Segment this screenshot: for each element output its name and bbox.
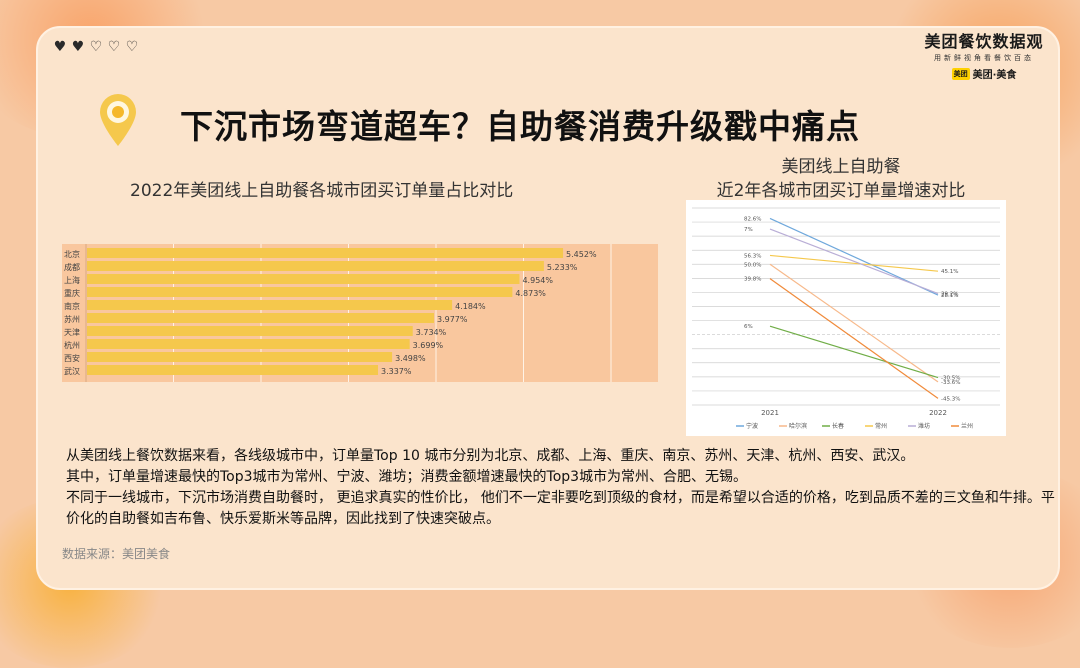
page-title: 下沉市场弯道超车？自助餐消费升级戳中痛点 [180, 107, 860, 146]
legend-label: 常州 [875, 422, 887, 430]
data-label: 45.1% [941, 269, 958, 275]
data-label: 3.977% [437, 315, 468, 324]
outline-heart-icon: ♡ [89, 39, 103, 55]
brand-subtitle: 用新鲜视角看餐饮百态 [934, 54, 1034, 62]
heart-dots-icon: ♥ ♥ ♡ ♡ ♡ [52, 40, 140, 54]
data-label: 5.233% [547, 263, 578, 272]
filled-heart-icon: ♥ [71, 39, 85, 55]
bar [87, 287, 513, 297]
legend-label: 哈尔滨 [789, 422, 807, 430]
bar [87, 326, 413, 336]
location-pin-icon [100, 94, 136, 146]
outline-heart-icon: ♡ [107, 39, 121, 55]
bar [87, 248, 564, 258]
bar [87, 261, 544, 271]
data-label: 3.734% [416, 328, 447, 337]
brand-logo-text: 美团·美食 [972, 70, 1017, 81]
brand-logo: 美团 美团·美食 [918, 66, 1050, 81]
body-text: 从美团线上餐饮数据来看，各线级城市中，订单量Top 10 城市分别为北京、成都、… [66, 446, 1056, 530]
brand-block: 美团餐饮数据观 用新鲜视角看餐饮百态 美团 美团·美食 [918, 28, 1050, 81]
category-label: 西安 [64, 353, 80, 363]
filled-heart-icon: ♥ [53, 39, 67, 55]
data-label: 50.0% [744, 262, 761, 268]
data-label: 29.2% [941, 292, 958, 298]
bar-chart-title: 2022年美团线上自助餐各城市团买订单量占比对比 [130, 181, 514, 201]
legend-label: 兰州 [961, 422, 973, 430]
category-label: 南京 [64, 301, 80, 311]
data-label: 82.6% [744, 216, 761, 222]
series-line [769, 228, 939, 295]
category-label: 北京 [64, 249, 80, 259]
series-line [769, 254, 939, 272]
meituan-logo-mark: 美团 [951, 67, 970, 80]
category-label: 武汉 [64, 366, 80, 376]
legend-label: 长春 [832, 422, 844, 430]
category-label: 苏州 [64, 314, 80, 324]
data-label: 39.8% [744, 277, 761, 283]
data-label: 4.954% [522, 276, 553, 285]
data-label: 3.337% [381, 367, 412, 376]
line-chart: 2021 2022 82.6% 28.1% 50.0% -33.6% 6% -30.5% 56.… [686, 200, 1006, 436]
brand-title: 美团餐饮数据观 [924, 32, 1044, 51]
category-label: 上海 [64, 275, 80, 285]
data-label: -33.6% [941, 380, 960, 386]
line-chart-title: 美团线上自助餐 近2年各城市团买订单量增速对比 [686, 155, 996, 203]
data-source: 数据来源：美团美食 [62, 547, 171, 561]
body-paragraph: 不同于一线城市，下沉市场消费自助餐时， 更追求真实的性价比， 他们不一定非要吃到… [66, 490, 1055, 527]
x-tick-label: 2021 [761, 409, 779, 417]
category-label: 成都 [64, 262, 80, 272]
category-label: 杭州 [64, 340, 80, 350]
bar-chart-svg: 北京 5.452% 成都 5.233% 上海 4.954% 重庆 4.873% 南京 4.184%… [64, 244, 612, 382]
outline-heart-icon: ♡ [125, 39, 139, 55]
bar [87, 313, 434, 323]
data-label: 7% [744, 227, 753, 233]
bar [87, 339, 410, 349]
body-paragraph: 其中，订单量增速最快的Top3城市为常州、宁波、潍坊；消费金额增速最快的Top3… [66, 469, 748, 485]
data-label: 4.184% [455, 302, 486, 311]
legend-label: 宁波 [746, 422, 758, 430]
data-label: 28.1% [941, 293, 958, 299]
data-label: 3.699% [413, 341, 444, 350]
bar-chart: 北京 5.452% 成都 5.233% 上海 4.954% 重庆 4.873% 南京 4.184%… [62, 244, 658, 382]
data-label: 6% [744, 324, 753, 330]
bar [87, 274, 520, 284]
legend-label: 潍坊 [918, 422, 930, 430]
data-label: -30.5% [941, 376, 960, 382]
line-chart-title-line: 近2年各城市团买订单量增速对比 [716, 181, 966, 201]
series-line [769, 263, 939, 383]
line-chart-title-line: 美团线上自助餐 [781, 157, 901, 177]
line-chart-svg: 2021 2022 82.6% 28.1% 50.0% -33.6% 6% -30.5% 56.… [692, 207, 1000, 430]
data-label: -45.3% [941, 396, 960, 402]
series-line [769, 278, 939, 399]
data-label: 5.452% [566, 250, 597, 259]
bar [87, 365, 378, 375]
category-label: 重庆 [64, 288, 80, 298]
data-label: 3.498% [395, 354, 426, 363]
data-label: 4.873% [515, 289, 546, 298]
data-label: 56.3% [744, 253, 761, 259]
series-line [769, 325, 939, 379]
body-paragraph: 从美团线上餐饮数据来看，各线级城市中，订单量Top 10 城市分别为北京、成都、… [66, 448, 915, 464]
bar [87, 300, 453, 310]
x-tick-label: 2022 [929, 409, 947, 417]
category-label: 天津 [64, 327, 80, 337]
bar [87, 352, 393, 362]
